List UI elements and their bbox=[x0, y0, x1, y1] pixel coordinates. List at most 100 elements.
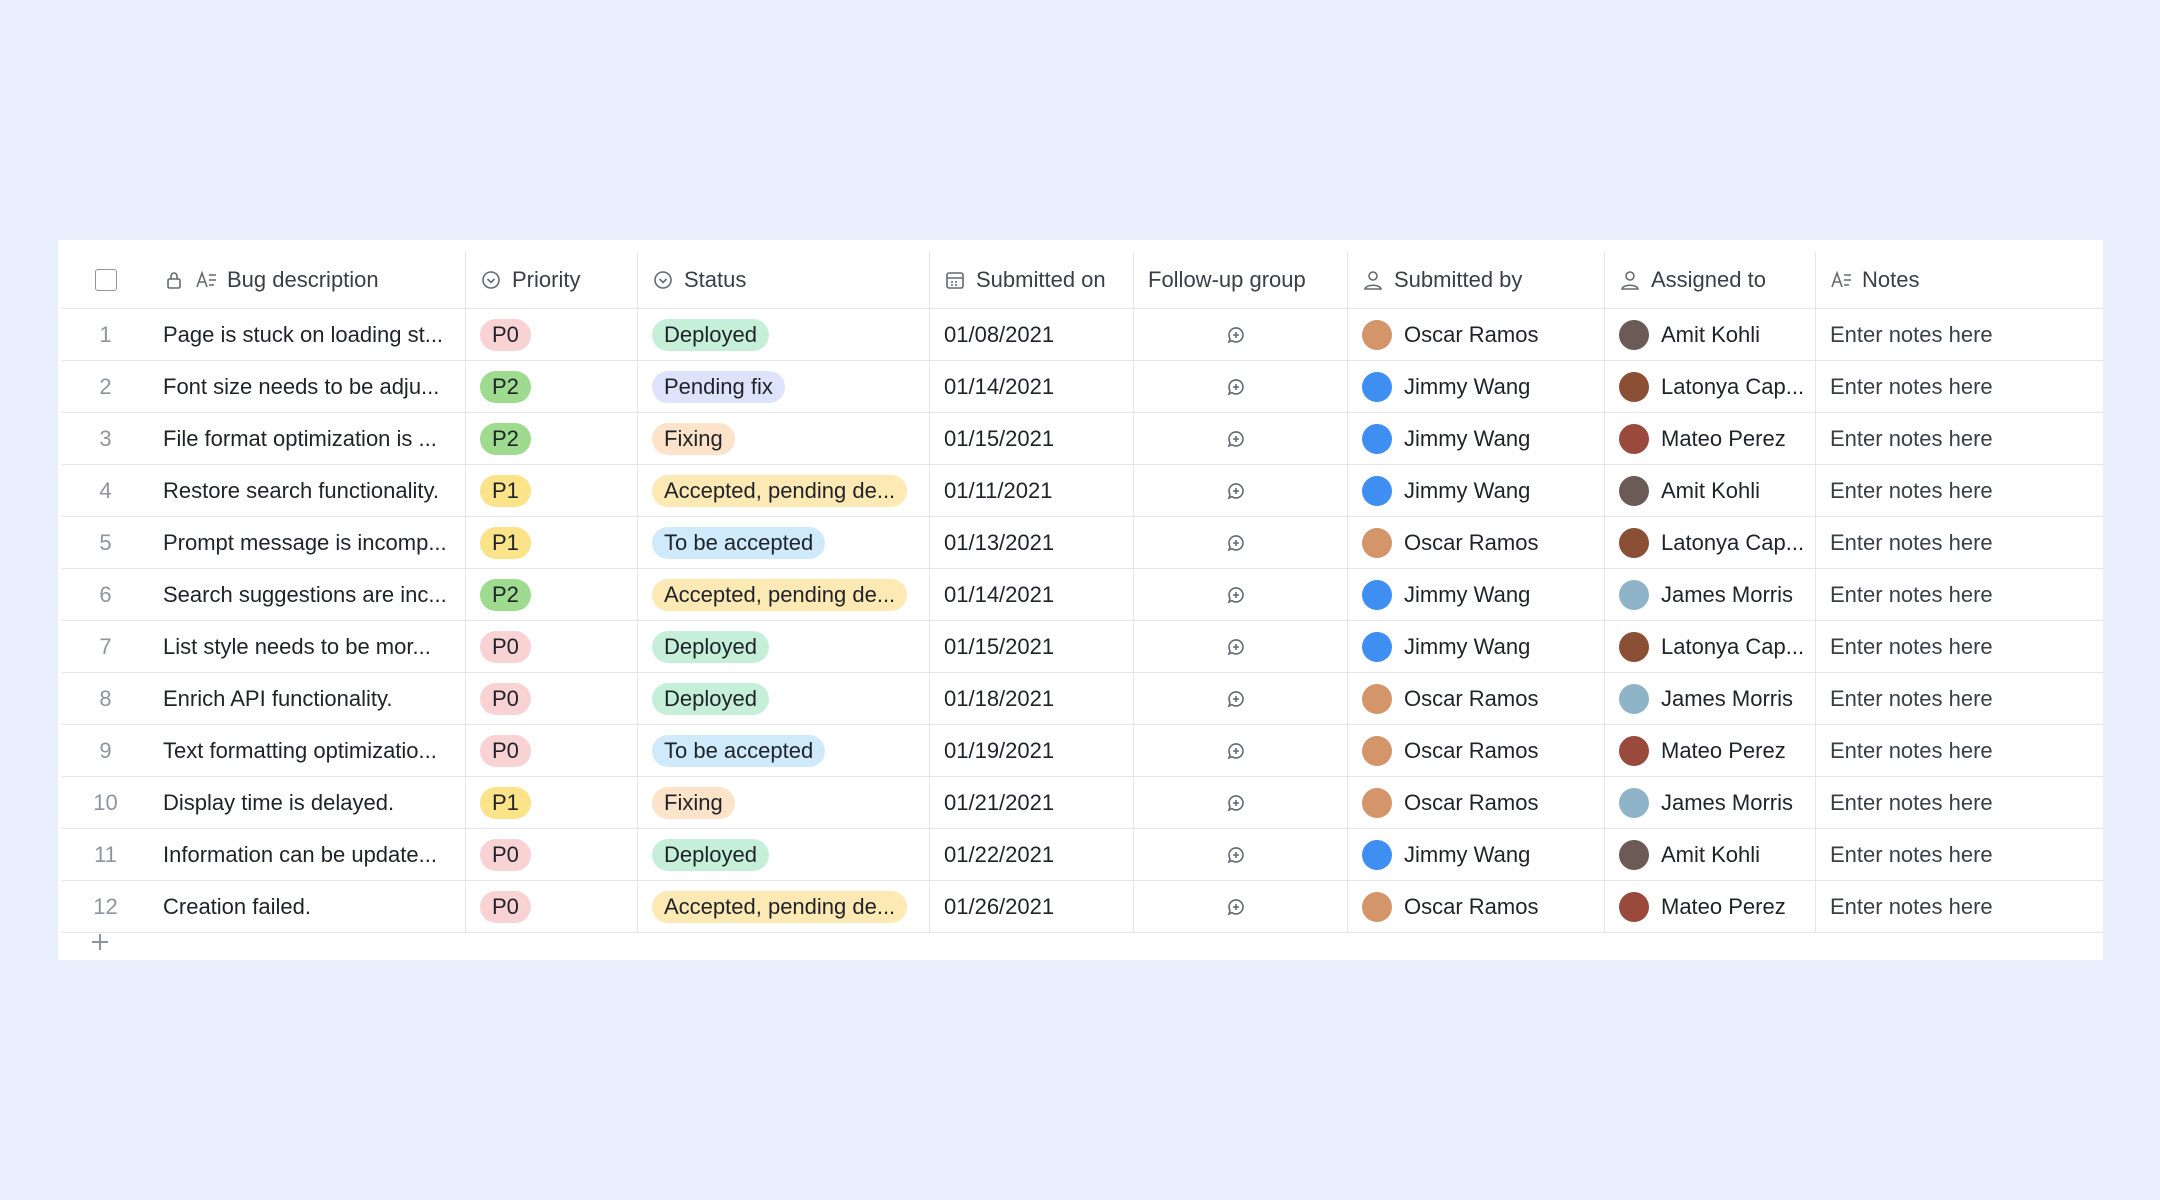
row-number: 7 bbox=[99, 633, 112, 659]
status-tag: Fixing bbox=[652, 422, 735, 455]
followup-cell bbox=[1134, 673, 1348, 725]
assigned_to-cell: Amit Kohli bbox=[1605, 309, 1816, 361]
row-number-cell: 7 bbox=[62, 621, 149, 673]
row-number: 9 bbox=[99, 737, 112, 763]
person-name: Jimmy Wang bbox=[1404, 633, 1531, 659]
priority-cell: P1 bbox=[466, 777, 638, 829]
priority-cell: P0 bbox=[466, 673, 638, 725]
submitted_on-cell: 01/14/2021 bbox=[930, 361, 1134, 413]
submitted_on-cell: 01/26/2021 bbox=[930, 881, 1134, 933]
header-label: Assigned to bbox=[1651, 267, 1766, 292]
bug-description: Text formatting optimizatio... bbox=[163, 737, 437, 763]
description-cell: Restore search functionality. bbox=[149, 465, 466, 517]
chat-icon[interactable] bbox=[1225, 480, 1247, 502]
assigned_to-cell: Latonya Cap... bbox=[1605, 517, 1816, 569]
notes-cell: Enter notes here bbox=[1816, 777, 2103, 829]
submitted_on-cell: 01/21/2021 bbox=[930, 777, 1134, 829]
assigned_to-cell: James Morris bbox=[1605, 777, 1816, 829]
notes-text: Enter notes here bbox=[1830, 841, 1993, 867]
notes-cell: Enter notes here bbox=[1816, 881, 2103, 933]
column-header: Assigned to bbox=[1605, 252, 1816, 309]
followup-cell bbox=[1134, 777, 1348, 829]
priority-tag: P0 bbox=[480, 734, 531, 767]
submitted-date: 01/26/2021 bbox=[944, 893, 1055, 919]
chat-icon[interactable] bbox=[1225, 584, 1247, 606]
avatar bbox=[1619, 891, 1649, 922]
person-name: Jimmy Wang bbox=[1404, 373, 1531, 399]
chat-icon[interactable] bbox=[1225, 740, 1247, 762]
followup-cell bbox=[1134, 309, 1348, 361]
chat-icon[interactable] bbox=[1225, 324, 1247, 346]
submitted-date: 01/18/2021 bbox=[944, 685, 1055, 711]
status-cell: Fixing bbox=[638, 413, 930, 465]
description-cell: Information can be update... bbox=[149, 829, 466, 881]
status-cell: Deployed bbox=[638, 829, 930, 881]
chat-icon[interactable] bbox=[1225, 792, 1247, 814]
column-header: Status bbox=[638, 252, 930, 309]
chat-icon[interactable] bbox=[1225, 428, 1247, 450]
status-tag: Accepted, pending de... bbox=[652, 890, 908, 923]
submitted-date: 01/22/2021 bbox=[944, 841, 1055, 867]
chat-icon[interactable] bbox=[1225, 532, 1247, 554]
person-name: Latonya Cap... bbox=[1661, 633, 1805, 659]
person-name: Amit Kohli bbox=[1661, 321, 1761, 347]
chat-icon[interactable] bbox=[1225, 896, 1247, 918]
bug-description: Enrich API functionality. bbox=[163, 685, 393, 711]
submitted_by-cell: Oscar Ramos bbox=[1348, 777, 1605, 829]
row-number: 4 bbox=[99, 477, 112, 503]
followup-cell bbox=[1134, 621, 1348, 673]
chat-icon[interactable] bbox=[1225, 688, 1247, 710]
assigned_to-cell: Amit Kohli bbox=[1605, 465, 1816, 517]
priority-tag: P2 bbox=[480, 370, 531, 403]
person-name: Latonya Cap... bbox=[1661, 529, 1805, 555]
submitted_on-cell: 01/15/2021 bbox=[930, 413, 1134, 465]
status-cell: Deployed bbox=[638, 621, 930, 673]
assigned_to-cell: Mateo Perez bbox=[1605, 413, 1816, 465]
select-all-checkbox[interactable] bbox=[94, 269, 117, 291]
header-label: Bug description bbox=[227, 267, 379, 292]
bug-description: Font size needs to be adju... bbox=[163, 373, 440, 399]
notes-cell: Enter notes here bbox=[1816, 517, 2103, 569]
add-row-icon[interactable] bbox=[88, 930, 112, 954]
submitted_on-cell: 01/11/2021 bbox=[930, 465, 1134, 517]
column-header: Submitted by bbox=[1348, 252, 1605, 309]
row-number-cell: 5 bbox=[62, 517, 149, 569]
submitted_on-cell: 01/13/2021 bbox=[930, 517, 1134, 569]
avatar bbox=[1619, 527, 1649, 558]
submitted_on-cell: 01/19/2021 bbox=[930, 725, 1134, 777]
submitted_by-cell: Oscar Ramos bbox=[1348, 309, 1605, 361]
description-cell: Page is stuck on loading st... bbox=[149, 309, 466, 361]
row-number-cell: 8 bbox=[62, 673, 149, 725]
notes-cell: Enter notes here bbox=[1816, 309, 2103, 361]
bug-description: Creation failed. bbox=[163, 893, 311, 919]
chat-icon[interactable] bbox=[1225, 636, 1247, 658]
text-icon bbox=[196, 270, 216, 288]
submitted-date: 01/21/2021 bbox=[944, 789, 1055, 815]
status-tag: Accepted, pending de... bbox=[652, 578, 908, 611]
text-icon bbox=[1831, 270, 1851, 288]
status-cell: Deployed bbox=[638, 309, 930, 361]
avatar bbox=[1619, 475, 1649, 506]
table-panel: Bug description Priority Status Submitted o… bbox=[58, 240, 2103, 960]
person-name: James Morris bbox=[1661, 789, 1794, 815]
priority-cell: P0 bbox=[466, 725, 638, 777]
priority-tag: P1 bbox=[480, 786, 531, 819]
assigned_to-cell: Mateo Perez bbox=[1605, 881, 1816, 933]
date-icon bbox=[946, 272, 964, 289]
priority-cell: P1 bbox=[466, 517, 638, 569]
notes-cell: Enter notes here bbox=[1816, 361, 2103, 413]
person-name: Jimmy Wang bbox=[1404, 841, 1531, 867]
notes-text: Enter notes here bbox=[1830, 425, 1993, 451]
avatar bbox=[1362, 787, 1392, 818]
submitted_on-cell: 01/08/2021 bbox=[930, 309, 1134, 361]
chat-icon[interactable] bbox=[1225, 844, 1247, 866]
submitted-date: 01/19/2021 bbox=[944, 737, 1055, 763]
notes-text: Enter notes here bbox=[1830, 685, 1993, 711]
chat-icon[interactable] bbox=[1225, 376, 1247, 398]
status-cell: To be accepted bbox=[638, 517, 930, 569]
row-number-cell: 6 bbox=[62, 569, 149, 621]
notes-cell: Enter notes here bbox=[1816, 725, 2103, 777]
submitted-date: 01/14/2021 bbox=[944, 581, 1055, 607]
avatar bbox=[1362, 371, 1392, 402]
column-header: Follow-up group bbox=[1134, 252, 1348, 309]
